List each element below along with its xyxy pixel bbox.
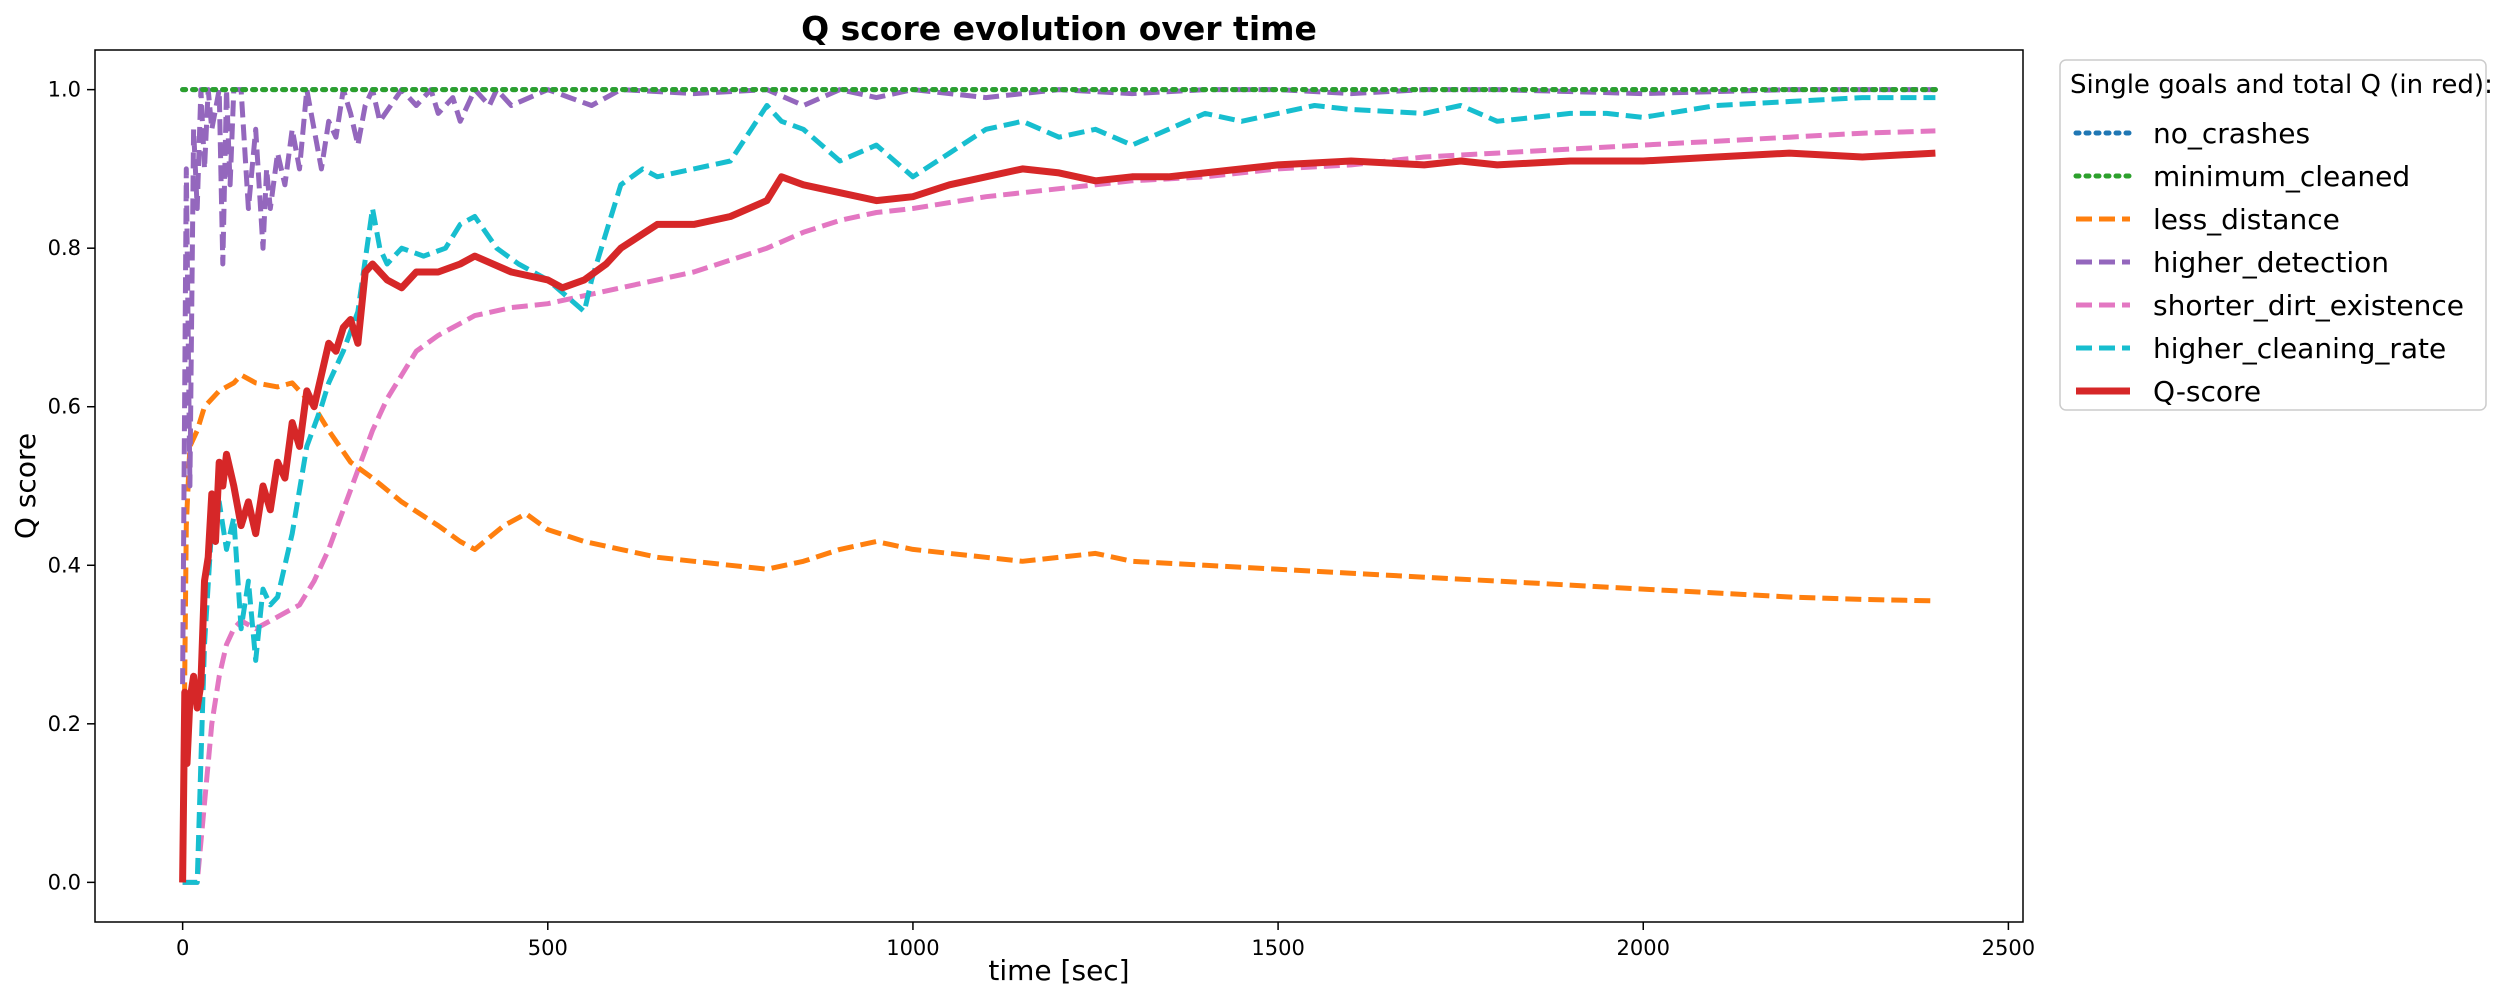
series-layer [179, 87, 1938, 885]
y-tick-label: 0.6 [48, 395, 81, 419]
legend-item-higher-cleaning-rate: higher_cleaning_rate [2076, 332, 2446, 365]
legend-label: no_crashes [2153, 117, 2310, 150]
x-tick-label: 1000 [886, 936, 939, 960]
legend-label: higher_cleaning_rate [2153, 332, 2446, 365]
y-tick-label: 0.4 [48, 553, 81, 577]
legend-label: minimum_cleaned [2153, 160, 2410, 193]
legend-item-shorter-dirt-existence: shorter_dirt_existence [2076, 289, 2464, 322]
y-axis: 0.0 0.2 0.4 0.6 0.8 1.0 [48, 78, 95, 894]
legend-item-higher-detection: higher_detection [2076, 246, 2389, 279]
y-tick-label: 0.0 [48, 870, 81, 894]
legend-item-q-score: Q-score [2076, 375, 2261, 408]
x-tick-label: 2500 [1982, 936, 2035, 960]
chart-title: Q score evolution over time [801, 9, 1317, 48]
legend-label: shorter_dirt_existence [2153, 289, 2464, 322]
y-tick-label: 0.2 [48, 712, 81, 736]
series-line-less-distance [180, 372, 1936, 883]
legend-label: less_distance [2153, 203, 2340, 236]
series-line-q-score [179, 149, 1936, 883]
plot-frame [94, 49, 2024, 923]
x-tick-label: 0 [176, 936, 189, 960]
legend-item-minimum-cleaned: minimum_cleaned [2073, 160, 2410, 193]
y-tick-label: 1.0 [48, 78, 81, 102]
y-tick-label: 0.8 [48, 236, 81, 260]
x-tick-label: 1500 [1251, 936, 1304, 960]
legend-item-less-distance: less_distance [2076, 203, 2340, 236]
legend-item-no-crashes: no_crashes [2073, 117, 2310, 150]
x-tick-label: 500 [528, 936, 568, 960]
x-axis: 0 500 1000 1500 2000 2500 [176, 922, 2035, 960]
y-axis-label: Q score [9, 433, 42, 539]
legend-label: higher_detection [2153, 246, 2389, 279]
x-tick-label: 2000 [1617, 936, 1670, 960]
series-line-higher-cleaning-rate [182, 95, 1936, 885]
legend-box [2059, 59, 2487, 411]
legend: Single goals and total Q (in red): no_cr… [2059, 59, 2493, 411]
legend-items: no_crashes minimum_cleaned less_distancehi… [2073, 117, 2464, 408]
legend-label: Q-score [2153, 375, 2261, 408]
series-line-shorter-dirt-existence [182, 128, 1936, 885]
legend-title: Single goals and total Q (in red): [2070, 70, 2493, 100]
x-axis-label: time [sec] [988, 954, 1129, 987]
